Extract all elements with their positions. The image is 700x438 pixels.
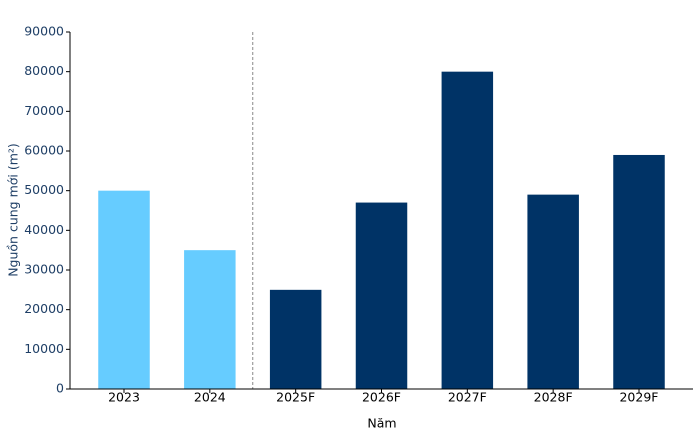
- y-axis-label: Nguồn cung mới (m²): [6, 143, 21, 277]
- x-tick-label: 2029F: [619, 390, 658, 405]
- y-tick-label: 20000: [24, 301, 64, 316]
- y-tick-label: 30000: [24, 262, 64, 277]
- x-tick-label: 2028F: [534, 390, 573, 405]
- bar: [441, 71, 494, 390]
- x-tick-label: 2027F: [448, 390, 487, 405]
- bar: [355, 202, 408, 389]
- y-tick-label: 90000: [24, 24, 64, 39]
- x-tick-label: 2026F: [362, 390, 401, 405]
- x-tick-label: 2023: [108, 390, 140, 405]
- bar: [269, 289, 322, 389]
- y-tick-label: 50000: [24, 182, 64, 197]
- x-tick-label: 2024: [194, 390, 226, 405]
- y-tick-label: 40000: [24, 222, 64, 237]
- y-tick-label: 60000: [24, 143, 64, 158]
- bar: [184, 250, 236, 389]
- y-tick-label: 80000: [24, 63, 64, 78]
- bar: [613, 154, 665, 389]
- x-axis-label: Năm: [367, 416, 396, 431]
- bar: [98, 190, 150, 389]
- y-tick-label: 0: [56, 381, 64, 396]
- y-tick-label: 70000: [24, 103, 64, 118]
- bar: [527, 194, 579, 389]
- y-tick-label: 10000: [24, 341, 64, 356]
- x-tick-label: 2025F: [276, 390, 315, 405]
